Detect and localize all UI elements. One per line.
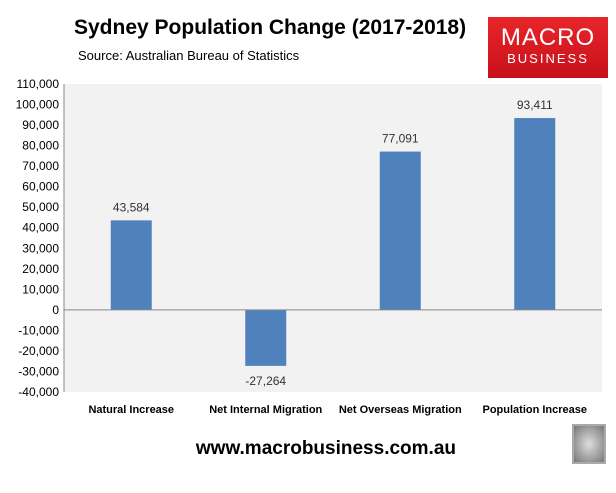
bar <box>110 220 152 310</box>
footer-url: www.macrobusiness.com.au <box>195 438 456 459</box>
macrobusiness-logo: MACRO BUSINESS <box>488 17 608 78</box>
data-label: 77,091 <box>382 132 419 146</box>
data-label: 93,411 <box>517 98 553 112</box>
chart-title: Sydney Population Change (2017-2018) <box>74 16 467 39</box>
y-tick-label: 0 <box>52 303 59 317</box>
y-tick-label: -30,000 <box>18 364 59 378</box>
data-label: -27,264 <box>245 374 286 388</box>
y-tick-label: 110,000 <box>17 77 60 91</box>
y-tick-label: 50,000 <box>22 200 59 214</box>
y-tick-label: 30,000 <box>22 241 59 255</box>
x-tick-label: Net Internal Migration <box>209 404 322 416</box>
y-tick-label: -20,000 <box>18 344 59 358</box>
x-tick-label: Population Increase <box>482 404 587 416</box>
logo-line2: BUSINESS <box>507 51 589 66</box>
bar <box>514 118 556 310</box>
y-tick-label: 90,000 <box>22 118 59 132</box>
chart-subtitle: Source: Australian Bureau of Statistics <box>78 48 300 63</box>
y-tick-label: 100,000 <box>16 98 60 112</box>
logo-line1: MACRO <box>500 24 596 51</box>
x-tick-label: Natural Increase <box>88 404 174 416</box>
y-tick-label: 10,000 <box>22 282 59 296</box>
y-tick-label: -10,000 <box>18 323 59 337</box>
bar <box>379 151 421 310</box>
x-tick-label: Net Overseas Migration <box>339 404 462 416</box>
y-tick-label: 80,000 <box>22 139 59 153</box>
wolf-logo-icon <box>572 424 606 464</box>
y-tick-label: 40,000 <box>22 221 59 235</box>
y-tick-label: 60,000 <box>22 180 59 194</box>
data-label: 43,584 <box>113 200 150 214</box>
y-tick-label: 20,000 <box>22 262 59 276</box>
plot-area <box>64 84 602 392</box>
y-tick-label: -40,000 <box>18 385 59 399</box>
bar <box>245 309 287 366</box>
y-tick-label: 70,000 <box>22 159 59 173</box>
